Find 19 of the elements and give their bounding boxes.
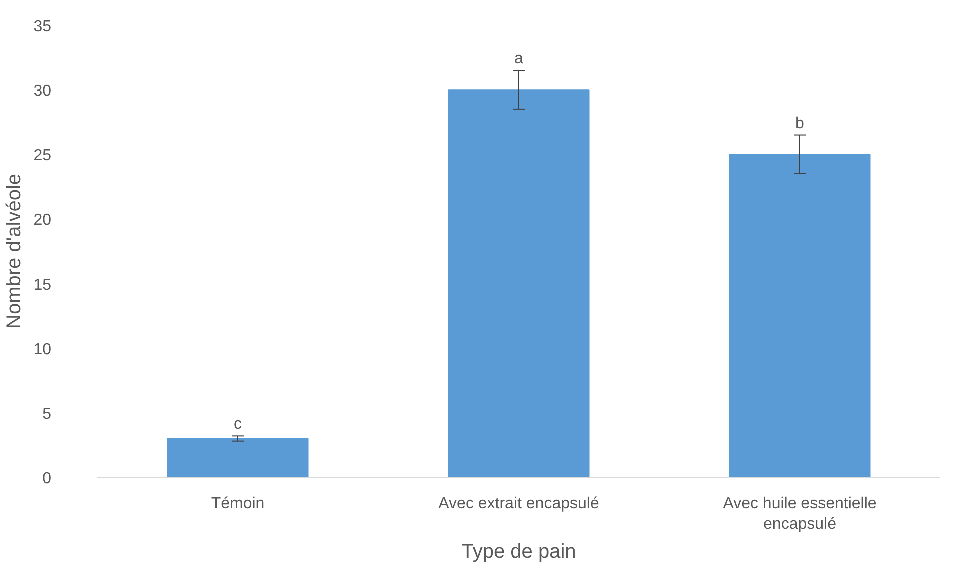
y-tick-label: 20 xyxy=(34,212,52,230)
bar xyxy=(167,438,309,478)
annotation: b xyxy=(796,115,805,132)
annotation: a xyxy=(514,50,524,68)
y-axis-title: Nombre d'alvéole xyxy=(4,174,26,330)
bar xyxy=(448,90,590,478)
y-tick-label: 30 xyxy=(34,83,52,100)
y-tick-label: 5 xyxy=(42,406,52,423)
x-tick-label: Avec huile essentielle encapsulé xyxy=(723,496,877,533)
x-tick-label: Avec extrait encapsulé xyxy=(438,496,600,512)
y-tick-label: 35 xyxy=(34,18,52,36)
y-tick-label: 0 xyxy=(42,470,52,488)
bar xyxy=(729,154,871,478)
y-tick-label: 25 xyxy=(34,148,52,165)
y-tick-label: 10 xyxy=(34,341,52,358)
y-tick-label: 15 xyxy=(34,276,52,294)
x-axis-title: Type de pain xyxy=(462,540,576,563)
annotation: c xyxy=(234,416,242,434)
x-tick-label: Témoin xyxy=(211,496,265,512)
